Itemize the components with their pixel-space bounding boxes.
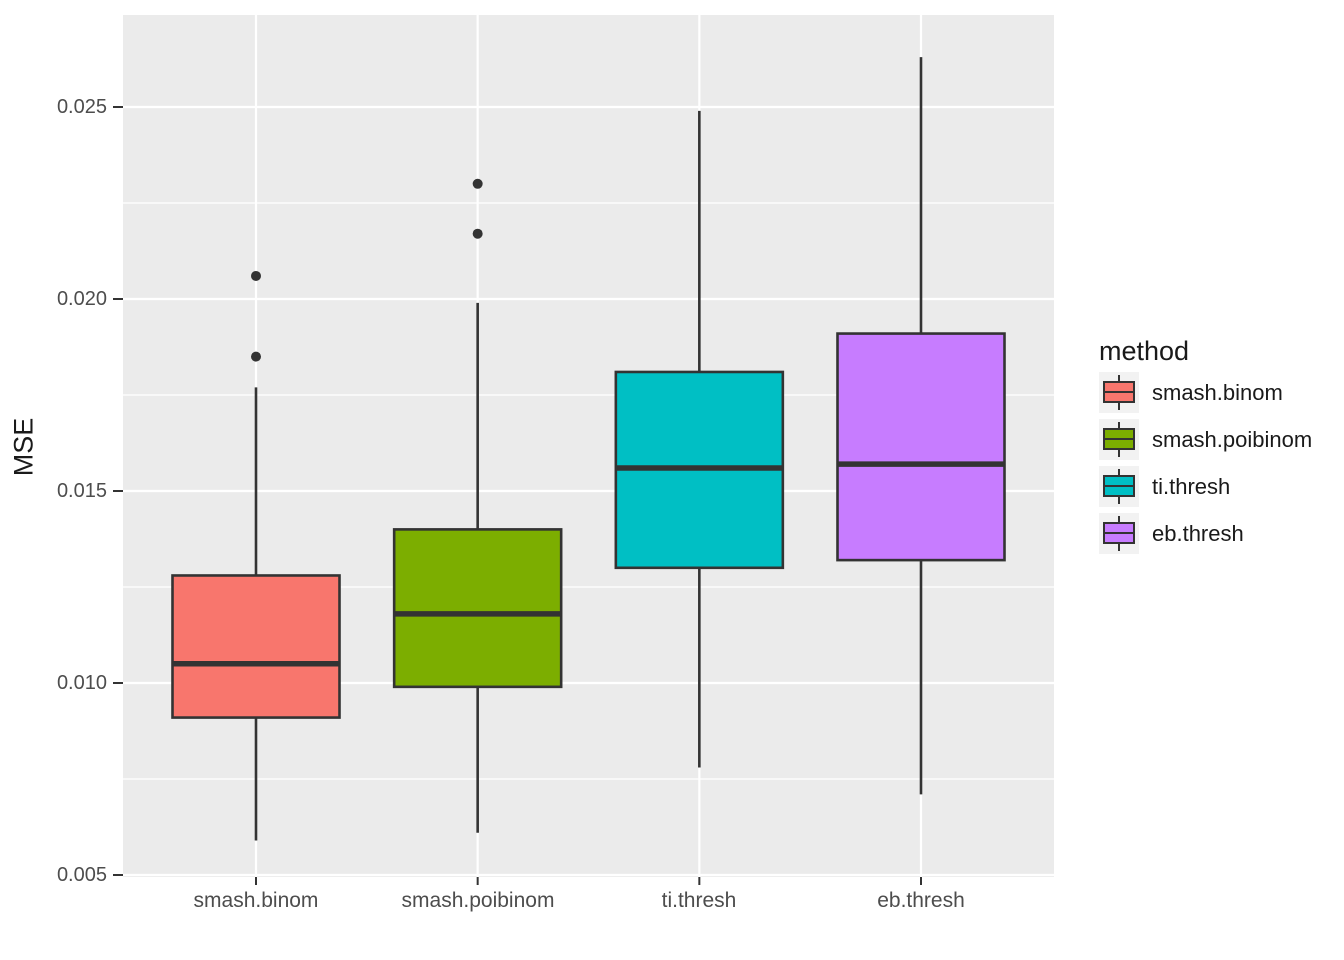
iqr-box [392,528,563,689]
iqr-box [836,332,1006,562]
outlier-point [251,351,261,362]
legend-label: ti.thresh [1152,473,1231,499]
iqr-box [171,574,341,719]
legend: method smash.binom smash.poibinom [1099,334,1312,560]
x-tick-label: smash.poibinom [401,889,555,912]
y-tick-label: 0.025 [56,96,107,118]
legend-item: smash.poibinom [1099,419,1312,460]
y-axis-title: MSE [8,417,39,477]
legend-item: smash.binom [1099,372,1312,413]
x-tick-label: eb.thresh [877,889,965,912]
outlier-point [472,228,483,239]
legend-key-boxplot-icon [1099,419,1139,460]
y-tick-label: 0.015 [56,480,107,502]
boxplot-eb.thresh [836,57,1006,795]
x-tick-label: smash.binom [193,889,319,912]
y-tick-label: 0.005 [56,864,107,886]
legend-key-boxplot-icon [1099,372,1139,413]
outlier-point [251,270,261,281]
y-tick-label: 0.020 [56,288,107,310]
y-tick-label: 0.010 [56,672,107,694]
legend-title: method [1099,336,1190,366]
x-tick-label: ti.thresh [661,889,737,912]
legend-label: smash.poibinom [1152,426,1313,452]
legend-item: ti.thresh [1099,466,1312,507]
legend-key-boxplot-icon [1099,466,1139,507]
outlier-point [472,178,483,189]
legend-key-boxplot-icon [1099,513,1139,554]
legend-item: eb.thresh [1099,513,1312,554]
legend-label: eb.thresh [1152,520,1244,546]
legend-label: smash.binom [1152,379,1283,405]
boxplot-smash.binom [171,270,341,841]
boxplot-smash.poibinom [392,178,563,833]
boxplot-ti.thresh [614,110,785,768]
